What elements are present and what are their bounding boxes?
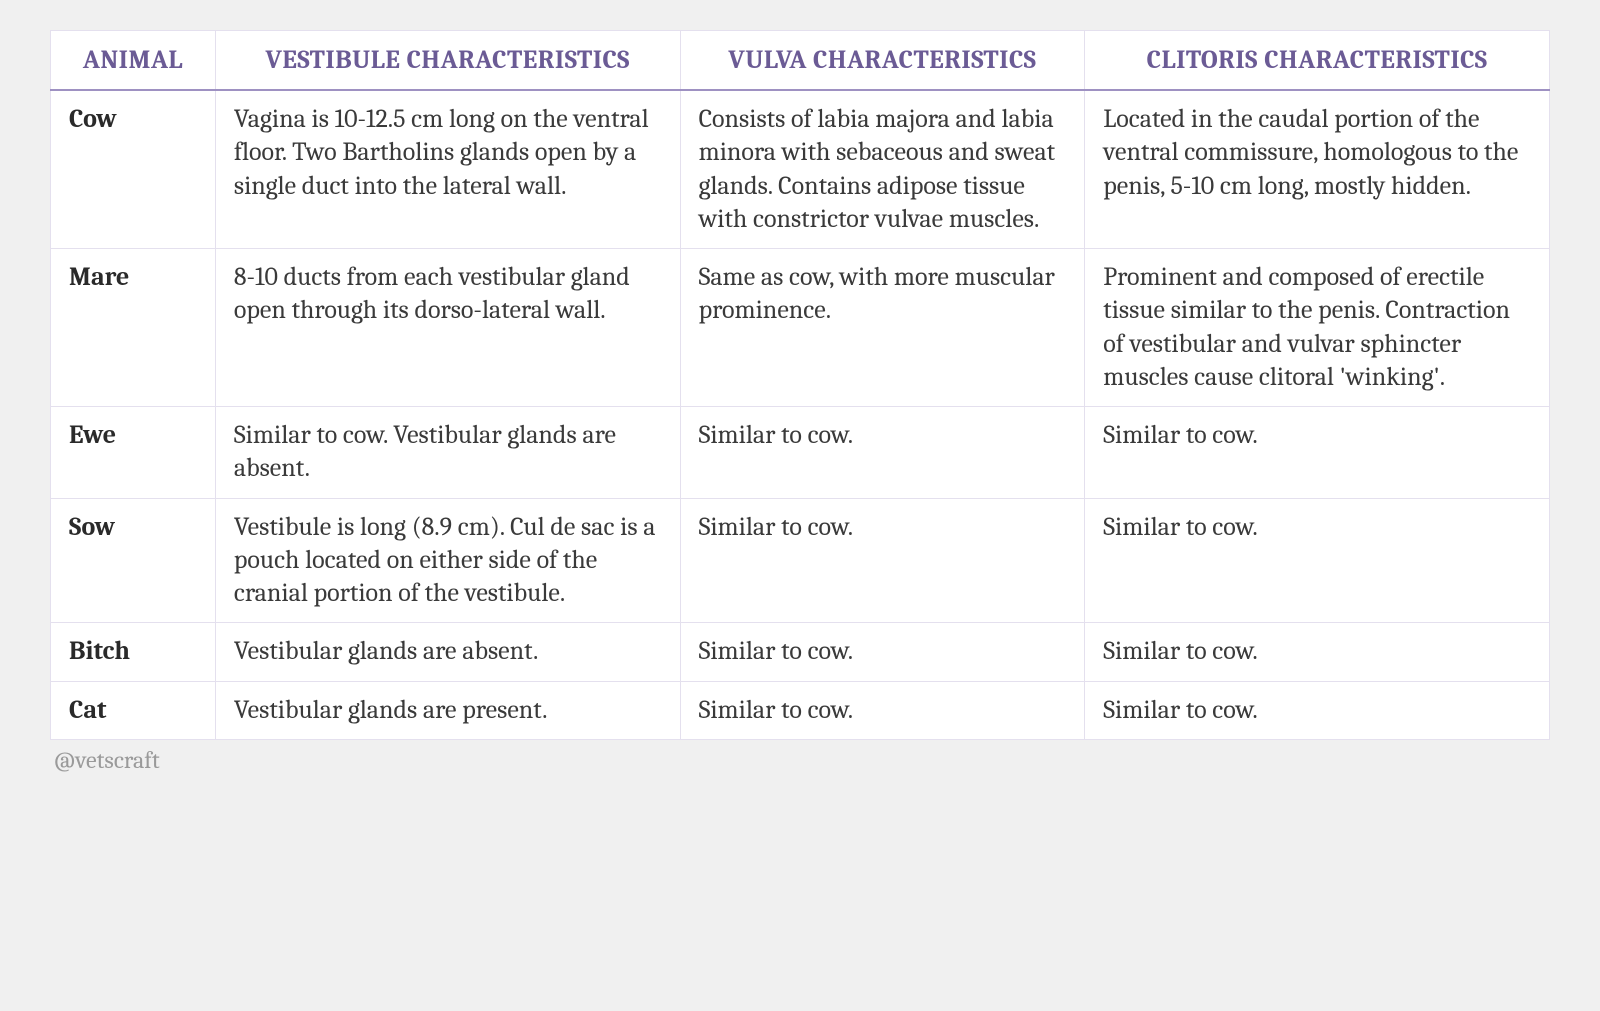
cell-clitoris: Similar to cow. — [1085, 407, 1550, 499]
cell-vestibule: Vestibule is long (8.9 cm). Cul de sac i… — [215, 498, 680, 623]
cell-animal: Cat — [51, 681, 216, 739]
table-row: Cat Vestibular glands are present. Simil… — [51, 681, 1550, 739]
cell-animal: Sow — [51, 498, 216, 623]
cell-animal: Ewe — [51, 407, 216, 499]
table-row: Mare 8-10 ducts from each vestibular gla… — [51, 249, 1550, 407]
table-row: Ewe Similar to cow. Vestibular glands ar… — [51, 407, 1550, 499]
cell-vulva: Similar to cow. — [680, 498, 1085, 623]
cell-animal: Cow — [51, 90, 216, 249]
col-header-clitoris: CLITORIS CHARACTERISTICS — [1085, 31, 1550, 91]
attribution-text: @vetscraft — [50, 740, 1550, 774]
col-header-animal: ANIMAL — [51, 31, 216, 91]
table-body: Cow Vagina is 10-12.5 cm long on the ven… — [51, 90, 1550, 739]
table-row: Cow Vagina is 10-12.5 cm long on the ven… — [51, 90, 1550, 249]
cell-clitoris: Similar to cow. — [1085, 681, 1550, 739]
cell-clitoris: Located in the caudal portion of the ven… — [1085, 90, 1550, 249]
table-row: Bitch Vestibular glands are absent. Simi… — [51, 623, 1550, 681]
col-header-vulva: VULVA CHARACTERISTICS — [680, 31, 1085, 91]
cell-clitoris: Prominent and composed of erectile tissu… — [1085, 249, 1550, 407]
table-header-row: ANIMAL VESTIBULE CHARACTERISTICS VULVA C… — [51, 31, 1550, 91]
cell-vestibule: Vestibular glands are absent. — [215, 623, 680, 681]
cell-vulva: Similar to cow. — [680, 681, 1085, 739]
page-container: ANIMAL VESTIBULE CHARACTERISTICS VULVA C… — [0, 0, 1600, 804]
cell-vestibule: Vagina is 10-12.5 cm long on the ventral… — [215, 90, 680, 249]
cell-vestibule: 8-10 ducts from each vestibular gland op… — [215, 249, 680, 407]
characteristics-table: ANIMAL VESTIBULE CHARACTERISTICS VULVA C… — [50, 30, 1550, 740]
table-row: Sow Vestibule is long (8.9 cm). Cul de s… — [51, 498, 1550, 623]
cell-clitoris: Similar to cow. — [1085, 623, 1550, 681]
cell-vulva: Similar to cow. — [680, 623, 1085, 681]
cell-vestibule: Vestibular glands are present. — [215, 681, 680, 739]
cell-animal: Mare — [51, 249, 216, 407]
col-header-vestibule: VESTIBULE CHARACTERISTICS — [215, 31, 680, 91]
cell-animal: Bitch — [51, 623, 216, 681]
cell-vulva: Similar to cow. — [680, 407, 1085, 499]
cell-clitoris: Similar to cow. — [1085, 498, 1550, 623]
cell-vulva: Same as cow, with more muscular prominen… — [680, 249, 1085, 407]
cell-vestibule: Similar to cow. Vestibular glands are ab… — [215, 407, 680, 499]
cell-vulva: Consists of labia majora and labia minor… — [680, 90, 1085, 249]
